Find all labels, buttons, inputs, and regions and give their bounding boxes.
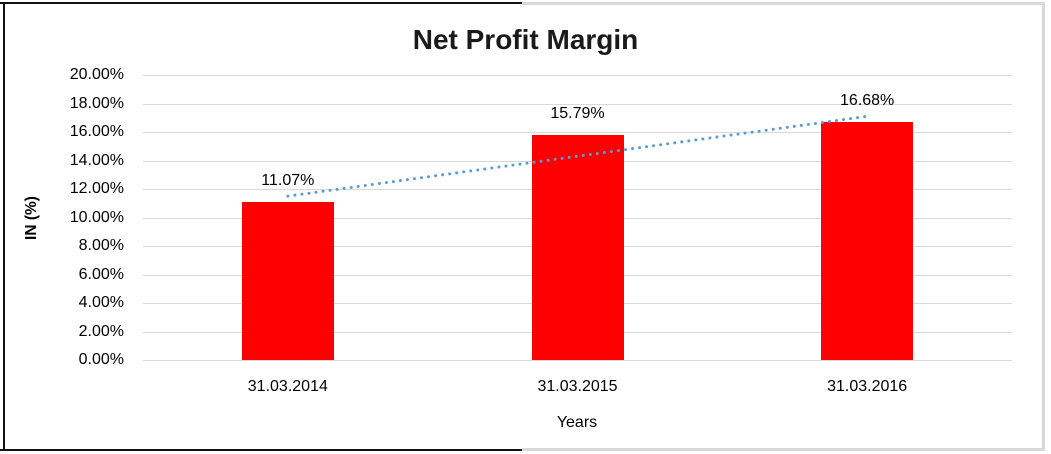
- gridline: [143, 75, 1012, 76]
- x-tick-label: 31.03.2015: [537, 378, 618, 395]
- bar-data-label: 16.68%: [840, 92, 895, 110]
- y-tick-label: 0.00%: [78, 351, 124, 368]
- bar: [531, 134, 624, 360]
- chart-border-bottom-gray: [522, 448, 1045, 451]
- chart-border-right-gray: [1042, 2, 1045, 448]
- y-tick-label: 4.00%: [78, 294, 124, 311]
- y-tick-label: 10.00%: [69, 209, 124, 226]
- chart-border-top-dark: [0, 2, 522, 4]
- gridline: [143, 360, 1012, 361]
- y-tick-label: 12.00%: [69, 180, 124, 197]
- y-tick-label: 8.00%: [78, 237, 124, 254]
- y-tick-label: 16.00%: [69, 123, 124, 140]
- y-tick-label: 6.00%: [78, 266, 124, 283]
- x-axis-title: Years: [556, 414, 598, 431]
- y-tick-label: 2.00%: [78, 323, 124, 340]
- y-tick-label: 20.00%: [69, 66, 124, 83]
- y-tick-label: 18.00%: [69, 95, 124, 112]
- x-tick-label: 31.03.2016: [827, 378, 908, 395]
- chart-border-left-dark: [3, 2, 5, 451]
- chart-title: Net Profit Margin: [412, 24, 639, 55]
- bar-data-label: 15.79%: [550, 104, 605, 122]
- y-tick-label: 14.00%: [69, 152, 124, 169]
- bar: [241, 202, 334, 360]
- x-tick-label: 31.03.2014: [247, 378, 328, 395]
- gridline: [143, 104, 1012, 105]
- chart-border-bottom-dark: [0, 449, 522, 451]
- bar-data-label: 11.07%: [261, 172, 315, 190]
- chart-border-top-gray: [522, 2, 1045, 5]
- bar: [821, 122, 914, 360]
